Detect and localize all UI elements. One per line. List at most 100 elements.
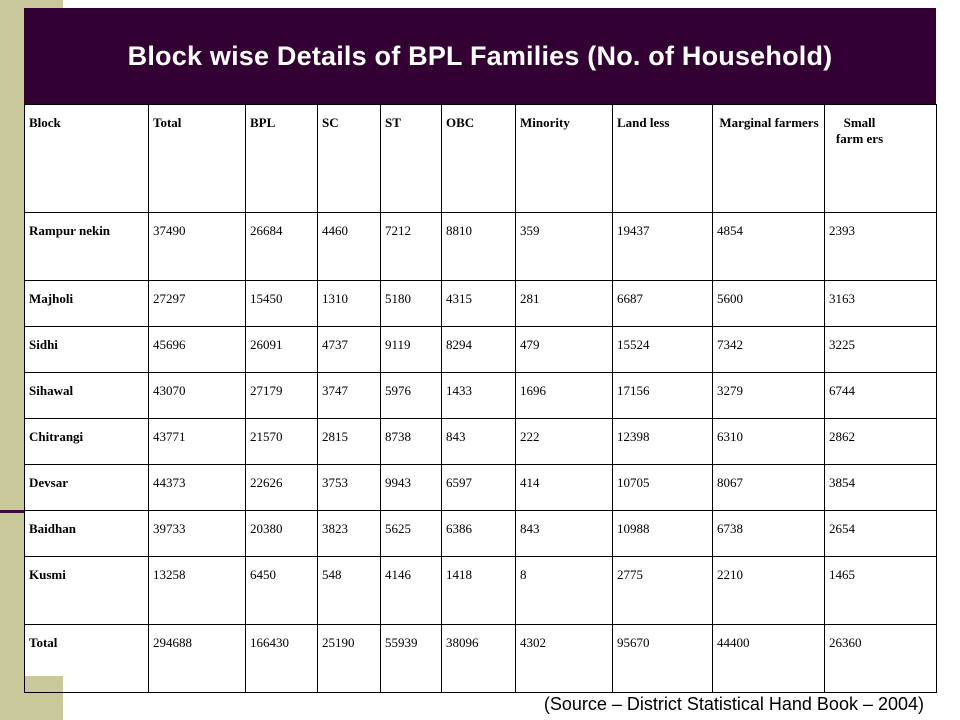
value-cell: 5625	[380, 510, 442, 557]
value-cell: 1310	[317, 280, 381, 327]
value-cell: 1418	[441, 556, 516, 625]
header-small-farmers: Small farm ers	[824, 104, 937, 213]
title-bar: Block wise Details of BPL Families (No. …	[24, 8, 936, 104]
block-name-cell: Kusmi	[24, 556, 149, 625]
value-cell: 6597	[441, 464, 516, 511]
value-cell: 43771	[148, 418, 246, 465]
value-cell: 3225	[824, 326, 937, 373]
value-cell: 5976	[380, 372, 442, 419]
value-cell: 2393	[824, 212, 937, 281]
value-cell: 10705	[612, 464, 713, 511]
source-note: (Source – District Statistical Hand Book…	[543, 694, 924, 714]
header-obc: OBC	[441, 104, 516, 213]
value-cell: 3163	[824, 280, 937, 327]
value-cell: 13258	[148, 556, 246, 625]
block-name-cell: Baidhan	[24, 510, 149, 557]
value-cell: 843	[515, 510, 613, 557]
value-cell: 4315	[441, 280, 516, 327]
value-cell: 95670	[612, 624, 713, 693]
block-name-cell: Sidhi	[24, 326, 149, 373]
value-cell: 3747	[317, 372, 381, 419]
table-row: Baidhan 39733 20380 3823 5625 6386 843 10988 673…	[24, 510, 937, 557]
value-cell: 20380	[245, 510, 318, 557]
value-cell: 4737	[317, 326, 381, 373]
value-cell: 2775	[612, 556, 713, 625]
header-sc: SC	[317, 104, 381, 213]
value-cell: 4460	[317, 212, 381, 281]
block-name-cell: Total	[24, 624, 149, 693]
value-cell: 166430	[245, 624, 318, 693]
value-cell: 9119	[380, 326, 442, 373]
value-cell: 843	[441, 418, 516, 465]
value-cell: 26360	[824, 624, 937, 693]
value-cell: 6738	[712, 510, 825, 557]
value-cell: 2862	[824, 418, 937, 465]
value-cell: 55939	[380, 624, 442, 693]
value-cell: 26684	[245, 212, 318, 281]
value-cell: 4854	[712, 212, 825, 281]
header-bpl: BPL	[245, 104, 318, 213]
value-cell: 548	[317, 556, 381, 625]
value-cell: 6450	[245, 556, 318, 625]
value-cell: 7212	[380, 212, 442, 281]
value-cell: 5180	[380, 280, 442, 327]
value-cell: 222	[515, 418, 613, 465]
value-cell: 359	[515, 212, 613, 281]
value-cell: 12398	[612, 418, 713, 465]
value-cell: 6687	[612, 280, 713, 327]
table-row: Devsar 44373 22626 3753 9943 6597 414 10705 8067…	[24, 464, 937, 511]
value-cell: 281	[515, 280, 613, 327]
header-st: ST	[380, 104, 442, 213]
value-cell: 1465	[824, 556, 937, 625]
value-cell: 294688	[148, 624, 246, 693]
value-cell: 8	[515, 556, 613, 625]
value-cell: 479	[515, 326, 613, 373]
value-cell: 8810	[441, 212, 516, 281]
value-cell: 8067	[712, 464, 825, 511]
value-cell: 43070	[148, 372, 246, 419]
value-cell: 7342	[712, 326, 825, 373]
value-cell: 39733	[148, 510, 246, 557]
side-rule	[0, 510, 24, 513]
value-cell: 3279	[712, 372, 825, 419]
bpl-table: Block Total BPL SC ST OBC Minority Land …	[24, 104, 937, 693]
value-cell: 44400	[712, 624, 825, 693]
value-cell: 22626	[245, 464, 318, 511]
header-total: Total	[148, 104, 246, 213]
value-cell: 8738	[380, 418, 442, 465]
value-cell: 5600	[712, 280, 825, 327]
bpl-table-container: Block Total BPL SC ST OBC Minority Land …	[24, 104, 937, 693]
value-cell: 19437	[612, 212, 713, 281]
value-cell: 44373	[148, 464, 246, 511]
table-row: Chitrangi 43771 21570 2815 8738 843 222 12398 63…	[24, 418, 937, 465]
value-cell: 8294	[441, 326, 516, 373]
value-cell: 27179	[245, 372, 318, 419]
value-cell: 2654	[824, 510, 937, 557]
value-cell: 1433	[441, 372, 516, 419]
value-cell: 10988	[612, 510, 713, 557]
value-cell: 25190	[317, 624, 381, 693]
value-cell: 37490	[148, 212, 246, 281]
header-row: Block Total BPL SC ST OBC Minority Land …	[24, 104, 937, 213]
header-landless: Land less	[612, 104, 713, 213]
value-cell: 1696	[515, 372, 613, 419]
value-cell: 45696	[148, 326, 246, 373]
slide-title: Block wise Details of BPL Families (No. …	[127, 40, 833, 71]
value-cell: 3753	[317, 464, 381, 511]
header-block: Block	[24, 104, 149, 213]
value-cell: 4302	[515, 624, 613, 693]
value-cell: 9943	[380, 464, 442, 511]
value-cell: 2815	[317, 418, 381, 465]
table-row: Kusmi 13258 6450 548 4146 1418 8 2775 2210 1465	[24, 556, 937, 625]
table-row: Sihawal 43070 27179 3747 5976 1433 1696 17156 32…	[24, 372, 937, 419]
block-name-cell: Devsar	[24, 464, 149, 511]
block-name-cell: Rampur nekin	[24, 212, 149, 281]
header-marginal-farmers: Marginal farmers	[712, 104, 825, 213]
value-cell: 15524	[612, 326, 713, 373]
table-row: Sidhi 45696 26091 4737 9119 8294 479 15524 7342 3…	[24, 326, 937, 373]
value-cell: 414	[515, 464, 613, 511]
block-name-cell: Sihawal	[24, 372, 149, 419]
value-cell: 15450	[245, 280, 318, 327]
value-cell: 6744	[824, 372, 937, 419]
value-cell: 27297	[148, 280, 246, 327]
